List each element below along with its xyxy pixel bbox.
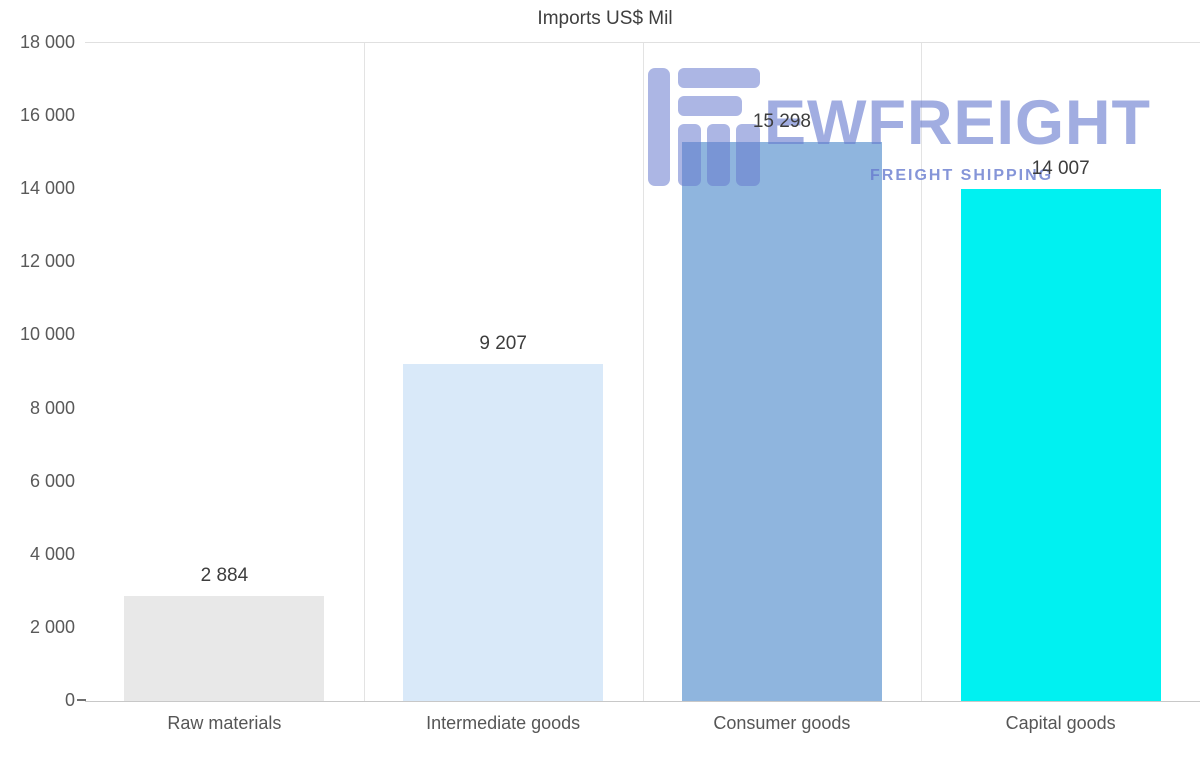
x-axis-category-label: Intermediate goods (426, 713, 581, 733)
y-axis-zero-tick (77, 699, 86, 701)
bar-intermediate-goods (403, 364, 604, 701)
x-axis-category-label: Consumer goods (713, 713, 851, 733)
watermark-text: EWFREIGHT FREIGHT SHIPPING (764, 66, 1151, 185)
watermark-subtitle: FREIGHT SHIPPING (870, 167, 1054, 184)
watermark-brand-name: EWFREIGHT (764, 88, 1151, 158)
bar-consumer-goods (681, 142, 882, 701)
plot-area (85, 42, 1200, 702)
x-axis-category-label: Raw materials (167, 713, 282, 733)
bar-capital-goods (960, 189, 1161, 701)
bar-value-label: 2 884 (200, 565, 249, 586)
bar-value-label: 14 007 (1031, 158, 1090, 179)
watermark: EWFREIGHT FREIGHT SHIPPING (648, 66, 1151, 188)
bar-value-label: 9 207 (479, 333, 527, 354)
y-axis-tick-label: 12 000 (19, 251, 75, 272)
x-axis-category-label: Capital goods (1005, 713, 1116, 733)
y-axis-tick-label: 4 000 (29, 543, 75, 564)
vertical-gridline (921, 43, 923, 701)
bar-raw-materials (124, 596, 325, 701)
y-axis-tick-label: 6 000 (29, 470, 75, 491)
y-axis-tick-label: 10 000 (19, 324, 75, 345)
y-axis-tick-label: 2 000 (29, 616, 75, 637)
y-axis-tick-label: 16 000 (19, 105, 75, 126)
y-axis-tick-label: 8 000 (29, 397, 75, 418)
vertical-gridline (642, 43, 644, 701)
ewfreight-logo-icon (648, 68, 760, 186)
y-axis-tick-label: 0 (64, 690, 75, 710)
y-axis-tick-label: 14 000 (19, 178, 75, 199)
chart-title: Imports US$ Mil (537, 8, 673, 29)
bar-value-label: 15 298 (752, 111, 811, 132)
y-axis-tick-label: 18 000 (19, 32, 75, 52)
vertical-gridline (363, 43, 365, 701)
